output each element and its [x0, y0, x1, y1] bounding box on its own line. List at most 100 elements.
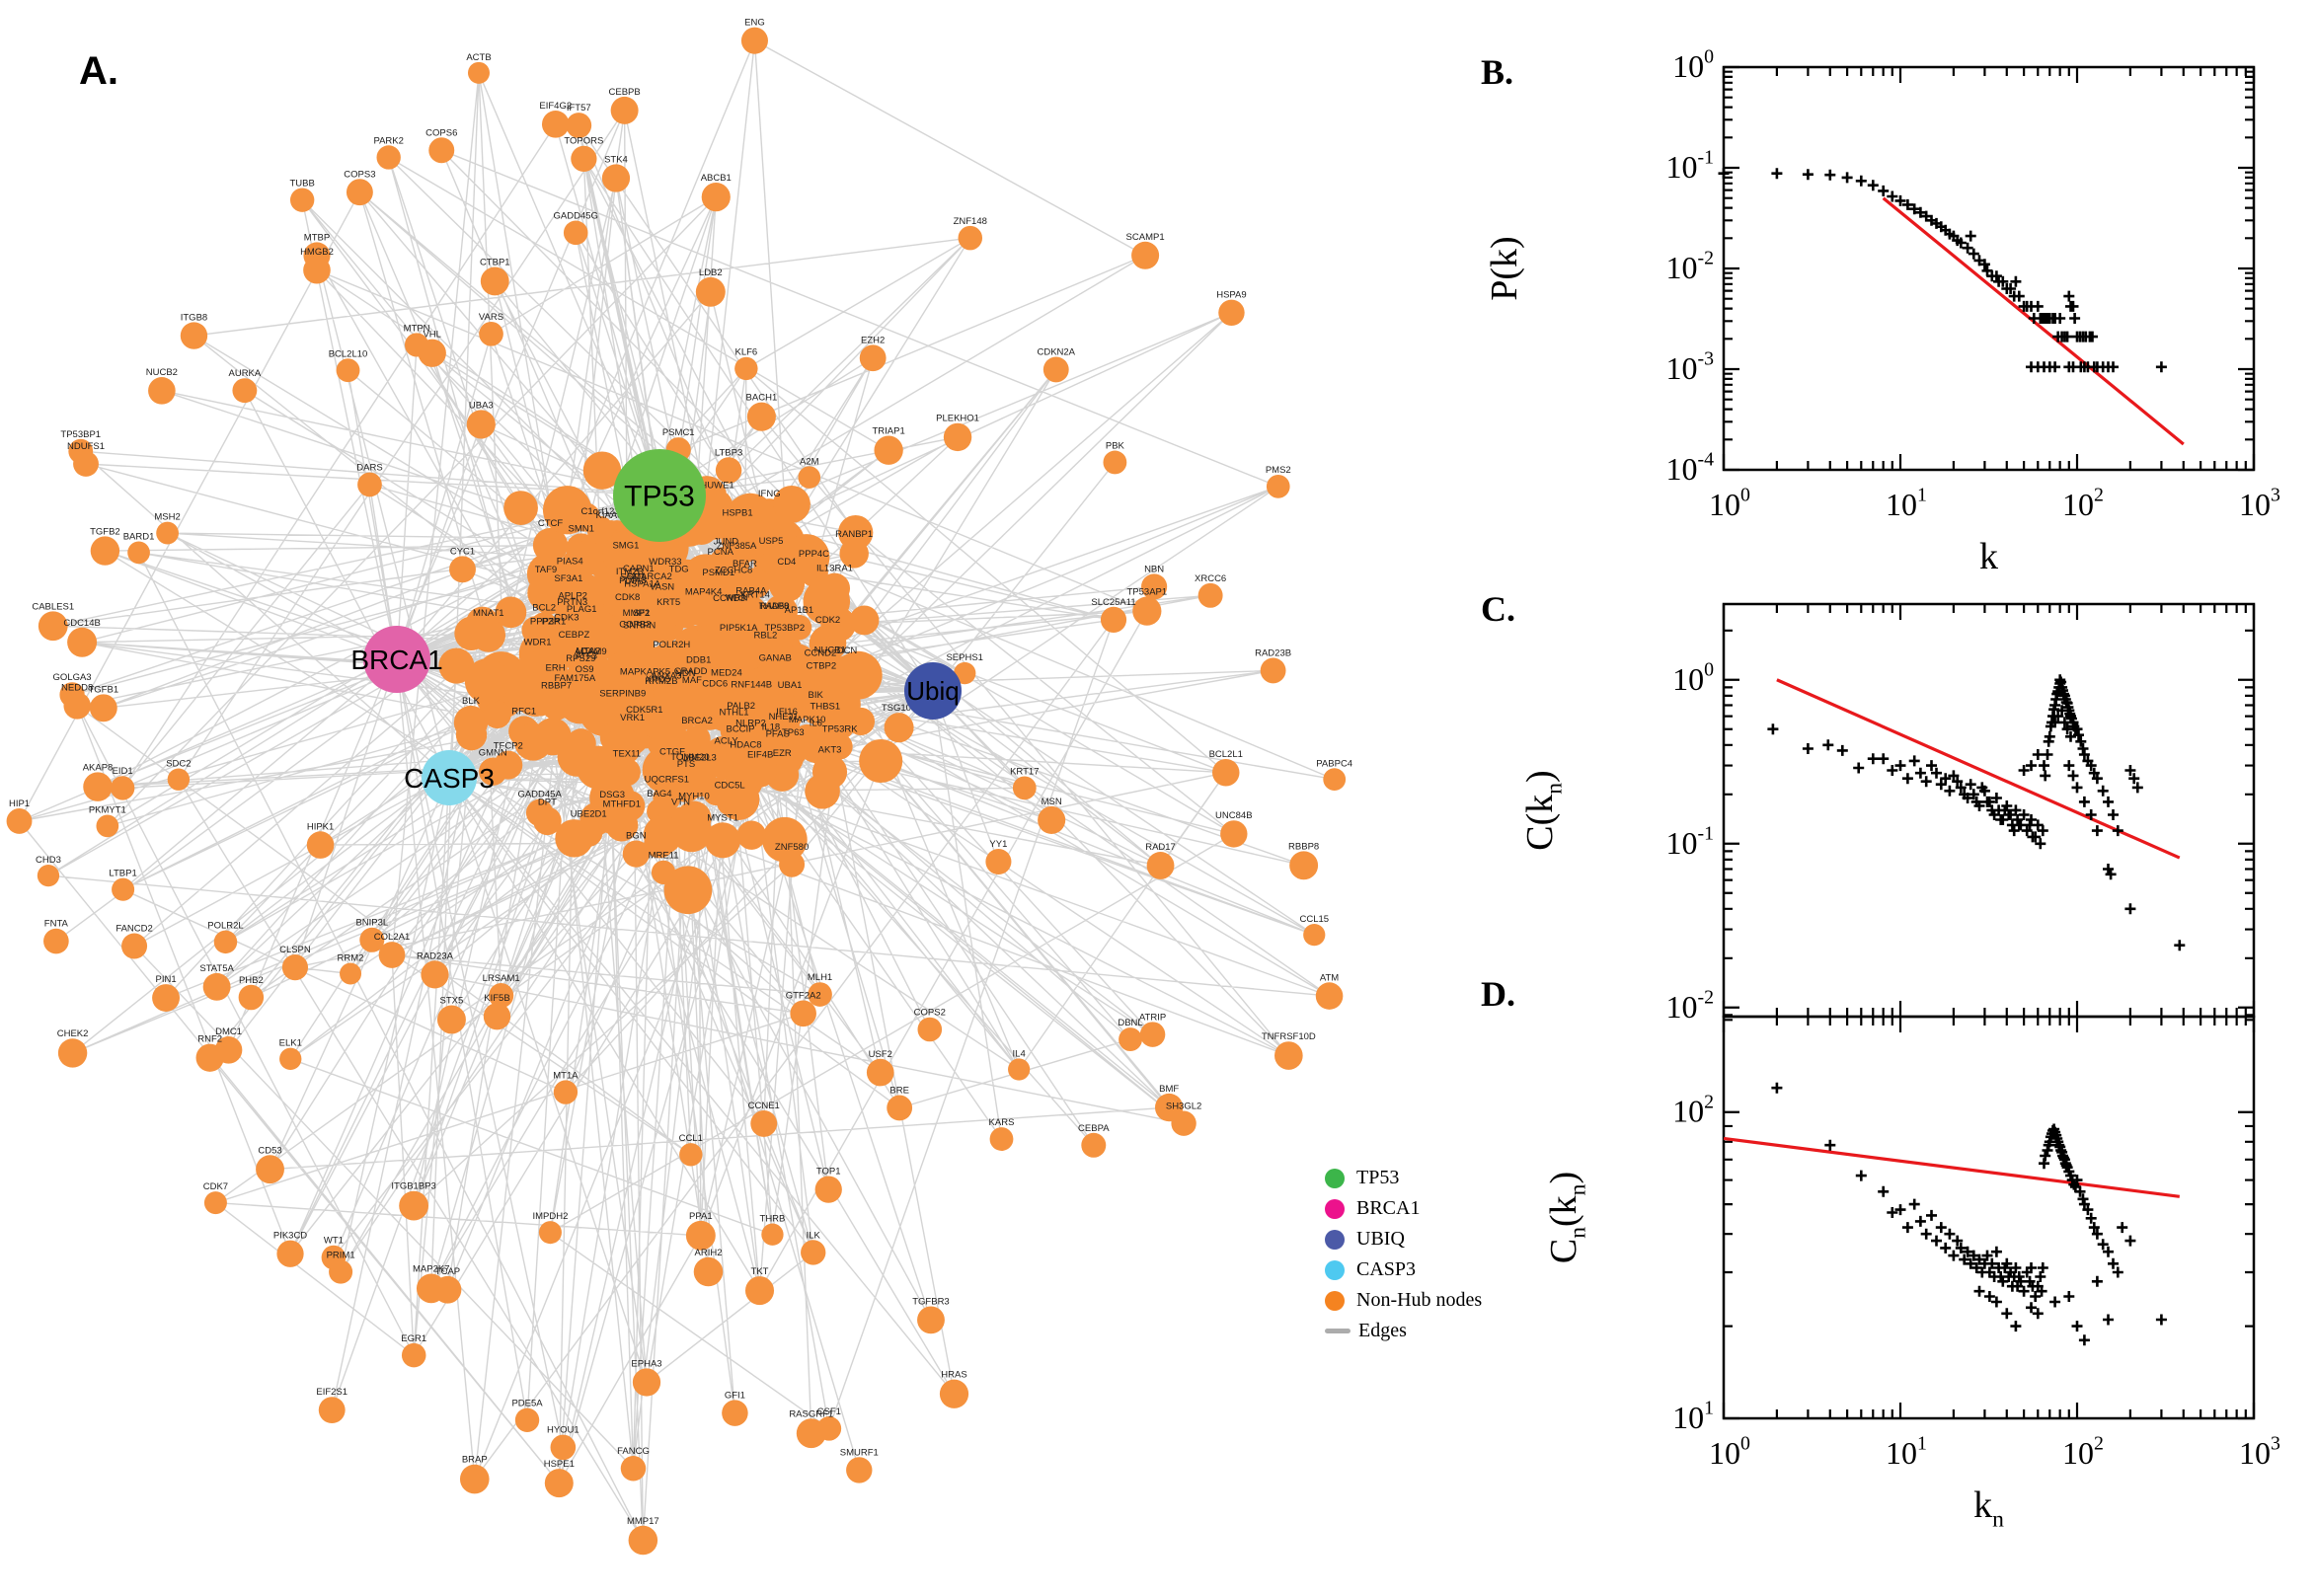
gene-node[interactable] [805, 773, 840, 809]
gene-node[interactable] [796, 1418, 826, 1449]
gene-node[interactable] [479, 321, 503, 346]
gene-node[interactable] [1155, 1093, 1184, 1122]
gene-node[interactable] [859, 738, 903, 784]
gene-node[interactable] [762, 816, 808, 863]
hub-node-ubiq[interactable] [904, 662, 962, 720]
gene-node[interactable] [89, 694, 117, 722]
gene-node[interactable] [958, 225, 983, 251]
gene-node[interactable] [746, 402, 776, 431]
gene-node[interactable] [693, 1256, 724, 1287]
gene-node[interactable] [152, 984, 180, 1012]
gene-node[interactable] [428, 137, 455, 164]
gene-node[interactable] [663, 866, 713, 915]
gene-node[interactable] [346, 179, 373, 206]
gene-node[interactable] [772, 485, 811, 523]
gene-node[interactable] [739, 568, 771, 599]
gene-node[interactable] [112, 877, 135, 901]
gene-node[interactable] [846, 1457, 873, 1483]
gene-node[interactable] [701, 183, 731, 212]
gene-node[interactable] [814, 1176, 842, 1203]
gene-node[interactable] [438, 647, 475, 684]
gene-node[interactable] [483, 1003, 511, 1030]
gene-node[interactable] [602, 530, 651, 578]
gene-node[interactable] [1260, 657, 1286, 684]
gene-node[interactable] [6, 808, 33, 834]
gene-node[interactable] [167, 768, 191, 791]
gene-node[interactable] [808, 982, 832, 1007]
gene-node[interactable] [734, 356, 758, 381]
gene-node[interactable] [884, 713, 914, 743]
gene-node[interactable] [1008, 1058, 1031, 1081]
gene-node[interactable] [874, 435, 903, 465]
gene-node[interactable] [1289, 851, 1319, 880]
gene-node[interactable] [514, 722, 553, 761]
gene-node[interactable] [954, 661, 976, 685]
gene-node[interactable] [306, 831, 335, 859]
network-graph[interactable]: TP53RK KIAA0087 THAP8 CDC14B DSG3 NTHL1 VRK1 CE… [0, 0, 1461, 1591]
gene-node[interactable] [569, 540, 604, 576]
gene-node[interactable] [943, 422, 972, 452]
gene-node[interactable] [558, 679, 602, 724]
gene-node[interactable] [675, 628, 704, 656]
gene-node[interactable] [110, 776, 135, 800]
gene-node[interactable] [695, 276, 726, 307]
gene-node[interactable] [1197, 582, 1223, 608]
gene-node[interactable] [557, 736, 597, 777]
gene-node[interactable] [464, 658, 510, 704]
gene-node[interactable] [329, 1259, 353, 1284]
gene-node[interactable] [939, 1379, 969, 1408]
gene-node[interactable] [783, 534, 830, 581]
gene-node[interactable] [404, 333, 429, 357]
gene-node[interactable] [628, 1525, 658, 1556]
gene-node[interactable] [711, 657, 750, 696]
gene-node[interactable] [563, 573, 606, 617]
gene-node[interactable] [1141, 573, 1168, 600]
gene-node[interactable] [989, 1127, 1014, 1151]
gene-node[interactable] [256, 1155, 284, 1184]
gene-node[interactable] [514, 1407, 540, 1432]
gene-node[interactable] [803, 577, 851, 626]
gene-node[interactable] [620, 1455, 647, 1482]
gene-node[interactable] [436, 1005, 466, 1034]
gene-node[interactable] [148, 377, 176, 405]
gene-node[interactable] [37, 864, 60, 887]
gene-node[interactable] [1132, 596, 1162, 626]
gene-node[interactable] [466, 410, 496, 439]
gene-node[interactable] [740, 27, 768, 54]
gene-node[interactable] [641, 710, 670, 739]
gene-node[interactable] [837, 514, 874, 551]
gene-node[interactable] [721, 513, 770, 563]
gene-node[interactable] [1220, 820, 1248, 848]
gene-node[interactable] [59, 682, 85, 708]
hub-node-tp53[interactable] [613, 449, 706, 542]
gene-node[interactable] [401, 1342, 426, 1368]
gene-node[interactable] [542, 486, 592, 535]
gene-node[interactable] [449, 556, 476, 583]
gene-node[interactable] [533, 806, 562, 836]
gene-node[interactable] [761, 1223, 784, 1246]
gene-node[interactable] [985, 848, 1012, 875]
gene-node[interactable] [1081, 1132, 1107, 1158]
gene-node[interactable] [790, 1000, 816, 1027]
gene-node[interactable] [494, 750, 523, 780]
hub-node-casp3[interactable] [422, 750, 477, 805]
gene-node[interactable] [744, 1276, 775, 1306]
gene-node[interactable] [433, 1275, 462, 1304]
gene-node[interactable] [180, 322, 208, 349]
gene-node[interactable] [722, 1400, 748, 1426]
gene-node[interactable] [566, 113, 592, 138]
gene-node[interactable] [644, 827, 675, 859]
gene-node[interactable] [749, 679, 781, 712]
gene-node[interactable] [67, 627, 98, 657]
gene-node[interactable] [685, 1220, 716, 1251]
gene-node[interactable] [399, 1190, 429, 1221]
gene-node[interactable] [632, 1368, 661, 1397]
gene-node[interactable] [238, 984, 265, 1011]
gene-node[interactable] [1218, 299, 1245, 327]
gene-node[interactable] [550, 1434, 577, 1461]
gene-node[interactable] [1315, 982, 1344, 1010]
gene-node[interactable] [670, 810, 713, 853]
gene-node[interactable] [336, 358, 360, 383]
gene-node[interactable] [359, 927, 385, 952]
gene-node[interactable] [318, 1397, 346, 1424]
